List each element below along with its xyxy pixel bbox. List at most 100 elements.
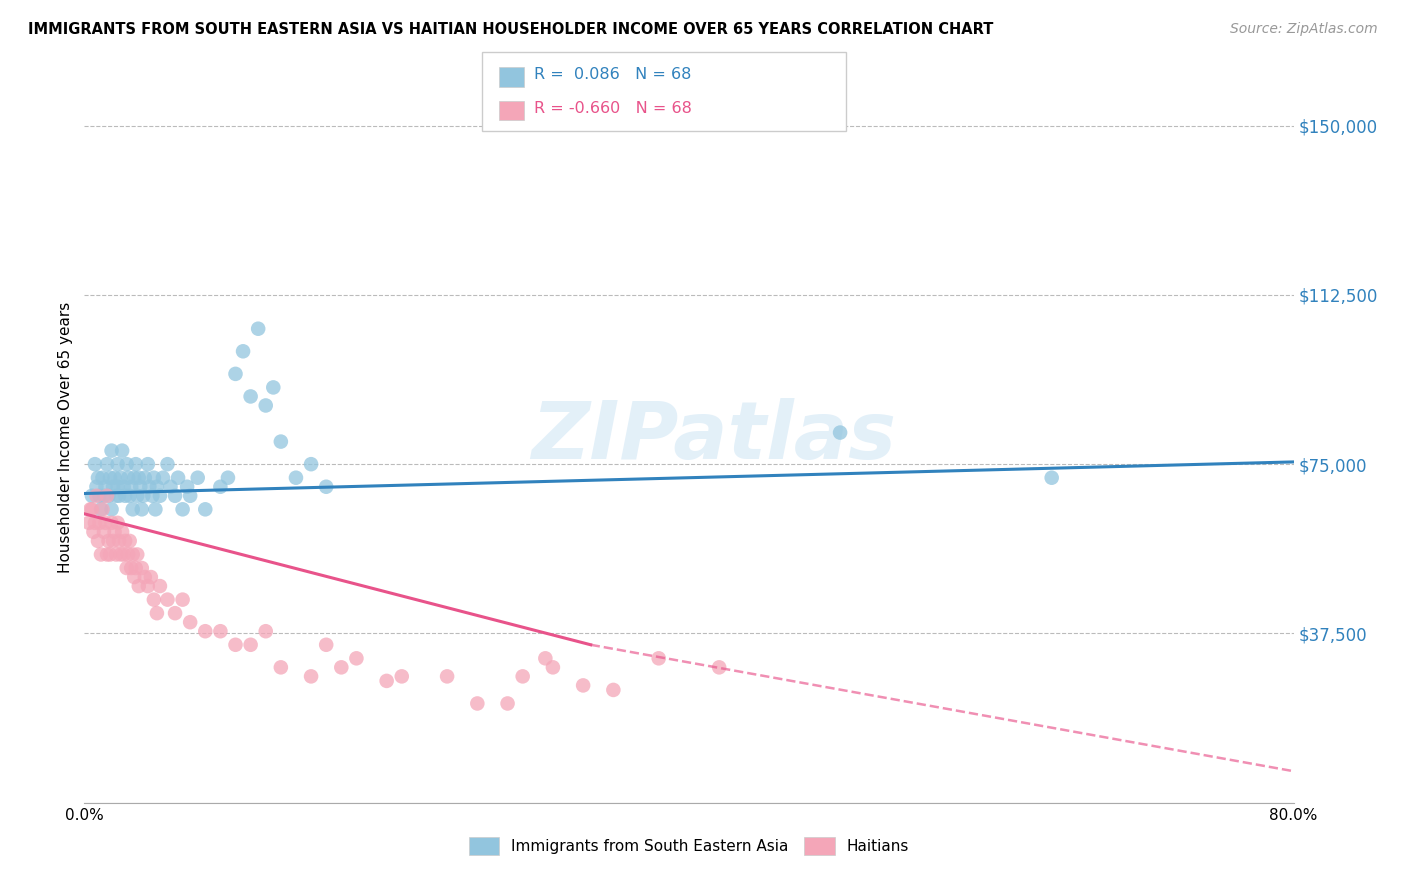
Point (96, 457, 118, 471)
Point (179, 489, 201, 503)
Point (132, 489, 155, 503)
Point (346, 651, 368, 665)
Point (299, 457, 322, 471)
Point (141, 489, 163, 503)
Point (146, 606, 169, 620)
Point (96, 489, 118, 503)
Point (121, 502, 143, 516)
Point (120, 480, 142, 494)
Point (127, 489, 149, 503)
Point (136, 579, 159, 593)
Point (139, 570, 162, 584)
Text: ZIPatlas: ZIPatlas (530, 398, 896, 476)
Point (87, 533, 110, 548)
Point (89, 516, 111, 530)
Point (134, 471, 156, 485)
Point (1040, 471, 1063, 485)
Point (122, 570, 145, 584)
Point (86, 480, 108, 494)
Point (165, 606, 187, 620)
Point (79, 502, 101, 516)
Point (136, 457, 159, 471)
Point (209, 480, 232, 494)
Point (87, 471, 110, 485)
Point (107, 457, 129, 471)
Point (90, 548, 112, 562)
Point (104, 471, 127, 485)
Point (105, 489, 128, 503)
Point (270, 434, 292, 449)
Point (98, 471, 121, 485)
Point (122, 471, 145, 485)
Point (100, 502, 122, 516)
Point (187, 471, 209, 485)
Point (239, 638, 262, 652)
Text: Source: ZipAtlas.com: Source: ZipAtlas.com (1230, 22, 1378, 37)
Point (172, 502, 194, 516)
Point (96, 548, 118, 562)
Point (93, 524, 115, 539)
Point (179, 615, 201, 630)
Point (176, 480, 198, 494)
Point (152, 471, 174, 485)
Point (114, 533, 136, 548)
Point (165, 489, 187, 503)
Point (94, 480, 117, 494)
Point (115, 561, 138, 575)
Point (159, 480, 181, 494)
Point (128, 579, 150, 593)
Point (117, 548, 139, 562)
Point (121, 548, 143, 562)
Point (534, 651, 557, 665)
Point (90, 502, 112, 516)
Point (80, 502, 103, 516)
Point (330, 660, 353, 674)
Point (128, 471, 150, 485)
Point (315, 638, 337, 652)
Point (142, 471, 165, 485)
Point (467, 697, 489, 711)
Point (77, 516, 100, 530)
Point (709, 660, 731, 674)
Point (172, 592, 194, 607)
Point (120, 561, 142, 575)
Point (112, 480, 135, 494)
Point (299, 669, 322, 683)
Point (101, 533, 124, 548)
Point (194, 624, 217, 639)
Point (194, 502, 217, 516)
Point (145, 502, 167, 516)
Point (107, 480, 129, 494)
Point (84, 516, 107, 530)
Point (93, 489, 115, 503)
Point (225, 638, 247, 652)
Point (270, 660, 292, 674)
Point (149, 489, 172, 503)
Point (101, 480, 124, 494)
Point (111, 524, 134, 539)
Point (391, 669, 413, 683)
Point (262, 380, 284, 394)
Point (436, 669, 458, 683)
Point (100, 443, 122, 458)
Point (104, 524, 127, 539)
Point (111, 443, 134, 458)
Point (217, 471, 239, 485)
Point (108, 489, 131, 503)
Point (108, 533, 131, 548)
Point (254, 624, 277, 639)
Point (232, 344, 254, 359)
Point (496, 697, 519, 711)
Point (129, 480, 152, 494)
Point (131, 502, 153, 516)
Point (82, 524, 104, 539)
Point (134, 570, 156, 584)
Point (105, 548, 128, 562)
Point (156, 592, 179, 607)
Point (118, 533, 141, 548)
Point (97, 533, 120, 548)
Point (97, 489, 120, 503)
Point (91, 471, 114, 485)
Point (156, 457, 179, 471)
Point (830, 425, 852, 440)
